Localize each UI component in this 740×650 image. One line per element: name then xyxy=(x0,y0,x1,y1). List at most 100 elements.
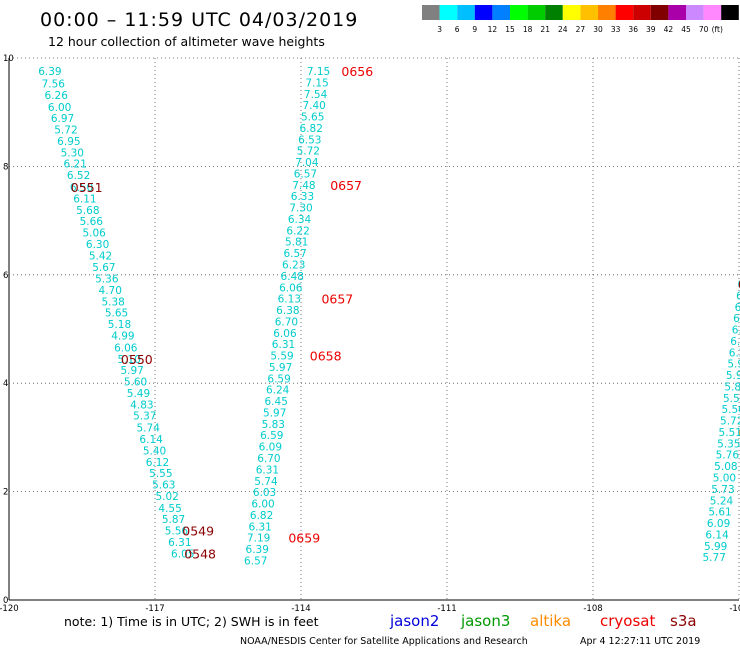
wave-height-value: 6.59 xyxy=(267,373,290,385)
colorbar-label: 42 xyxy=(664,25,674,34)
wave-height-value: 6.06 xyxy=(273,328,297,340)
pass-time-label: 0656 xyxy=(341,64,373,79)
wave-height-value: 6.52 xyxy=(67,170,90,182)
wave-height-value: 5.81 xyxy=(285,237,308,249)
wave-height-value: 7.48 xyxy=(292,180,315,192)
wave-height-value: 5.60 xyxy=(124,377,147,389)
wave-height-value: 5.51 xyxy=(719,427,740,439)
wave-height-value: 6.39 xyxy=(246,544,269,556)
colorbar-swatch xyxy=(457,5,475,20)
wave-height-value: 5.65 xyxy=(105,308,128,320)
wave-height-value: 7.15 xyxy=(305,77,328,89)
colorbar-label: 33 xyxy=(611,25,621,34)
colorbar-swatch xyxy=(545,5,563,20)
wave-height-value: 5.61 xyxy=(708,507,731,519)
pass-time-label: 0 xyxy=(739,425,740,440)
wave-height-value: 7.40 xyxy=(302,100,325,112)
colorbar-swatch xyxy=(615,5,634,20)
wave-height-value: 5.76 xyxy=(716,450,740,462)
colorbar-label: 27 xyxy=(576,25,586,34)
colorbar-swatch xyxy=(686,5,704,20)
wave-height-value: 5.59 xyxy=(270,351,293,363)
wave-height-value: 5.99 xyxy=(704,541,727,553)
pass-time-label: 0551 xyxy=(71,180,103,195)
wave-height-value: 6.59 xyxy=(260,430,283,442)
colorbar: 3 6 9 12 15 18 21 24 27 30 33 36 39 42 45 70 (ft) xyxy=(422,5,739,34)
wave-height-value: 6.48 xyxy=(281,271,304,283)
wave-height-value: 6.21 xyxy=(64,159,87,171)
colorbar-label: 18 xyxy=(523,25,533,34)
wave-height-value: 6.82 xyxy=(250,510,273,522)
wave-height-value: 6.70 xyxy=(257,453,280,465)
colorbar-unit: (ft) xyxy=(712,25,723,34)
wave-height-value: 6.26 xyxy=(45,90,69,102)
wave-height-value: 6.31 xyxy=(248,521,271,533)
header: 00:00 – 11:59 UTC 04/03/2019 12 hour col… xyxy=(40,9,357,49)
wave-height-value: 6.0 xyxy=(735,302,740,314)
wave-height-value: 6.38 xyxy=(276,305,299,317)
wave-height-value: 6.11 xyxy=(73,193,96,205)
wave-height-value: 5.77 xyxy=(703,552,726,564)
wave-height-value: 6.23 xyxy=(282,260,305,272)
wave-height-value: 7.04 xyxy=(295,157,319,169)
wave-height-value: 6.05 xyxy=(171,548,194,560)
wave-height-value: 5.72 xyxy=(720,416,740,428)
colorbar-swatch xyxy=(598,5,616,20)
wave-height-value: 5.56 xyxy=(165,526,189,538)
wave-height-value: 7.30 xyxy=(289,203,312,215)
wave-height-value: 5.06 xyxy=(82,228,106,240)
wave-height-value: 6.12 xyxy=(146,457,169,469)
wave-height-value: 5.97 xyxy=(263,407,286,419)
colorbar-label: 36 xyxy=(628,25,638,34)
colorbar-label: 15 xyxy=(505,25,515,34)
wave-height-value: 6.31 xyxy=(168,537,191,549)
colorbar-swatch xyxy=(703,5,722,20)
wave-height-value: 5.00 xyxy=(713,473,736,485)
wave-height-value: 6.53 xyxy=(298,134,321,146)
wave-height-value: 6.03 xyxy=(253,487,276,499)
wave-height-value: 6.14 xyxy=(705,529,729,541)
colorbar-swatch xyxy=(492,5,510,20)
colorbar-swatch xyxy=(650,5,669,20)
wave-height-value: 5.49 xyxy=(127,388,150,400)
wave-height-value: 5.50 xyxy=(721,404,740,416)
wave-height-value: 6.39 xyxy=(38,66,61,78)
pass-time-label: 0657 xyxy=(330,178,362,193)
altimeter-track: 6.397.566.266.006.975.726.955.306.216.52… xyxy=(38,66,194,560)
wave-height-value: 7.54 xyxy=(304,89,328,101)
wave-height-value: 6.00 xyxy=(48,102,71,114)
pass-time-label: 0548 xyxy=(184,546,216,561)
wave-height-value: 6.34 xyxy=(288,214,312,226)
wave-height-value: 5.37 xyxy=(133,411,156,423)
wave-height-value: 5.55 xyxy=(723,393,740,405)
legend-entry: cryosat xyxy=(600,612,655,630)
colorbar-label: 9 xyxy=(472,25,477,34)
wave-height-value: 7.19 xyxy=(247,533,270,545)
legend-entry: jason3 xyxy=(460,612,510,630)
legend-entry: s3a xyxy=(670,612,697,630)
colorbar-label: 3 xyxy=(437,25,442,34)
wave-height-value: 6.57 xyxy=(244,555,267,567)
wave-height-value: 5.72 xyxy=(297,146,320,158)
wave-height-value: 4.70 xyxy=(99,285,122,297)
wave-height-value: 6 xyxy=(738,279,740,291)
colorbar-label: 12 xyxy=(488,25,498,34)
colorbar-swatch xyxy=(580,5,598,20)
wave-height-value: 5.08 xyxy=(714,461,737,473)
pass-time-label: 0657 xyxy=(321,292,353,307)
colorbar-label: 45 xyxy=(681,25,691,34)
wave-height-value: 6.06 xyxy=(279,282,303,294)
wave-height-value: 7.15 xyxy=(307,66,330,78)
footer: note: 1) Time is in UTC; 2) SWH is in fe… xyxy=(64,612,700,647)
grid-lines xyxy=(9,57,740,600)
wave-height-value: 5.10 xyxy=(118,354,141,366)
colorbar-swatch xyxy=(510,5,528,20)
pass-time-label: 0549 xyxy=(182,524,214,539)
colorbar-swatch xyxy=(422,5,440,20)
wave-height-value: 5.97 xyxy=(120,365,143,377)
colorbar-swatch xyxy=(527,5,546,20)
altimeter-track: 66.6.06.46.16.36.285.925.925.855.555.505… xyxy=(703,279,740,564)
pass-time-label: 0 xyxy=(738,277,740,292)
colorbar-swatch xyxy=(562,5,581,20)
